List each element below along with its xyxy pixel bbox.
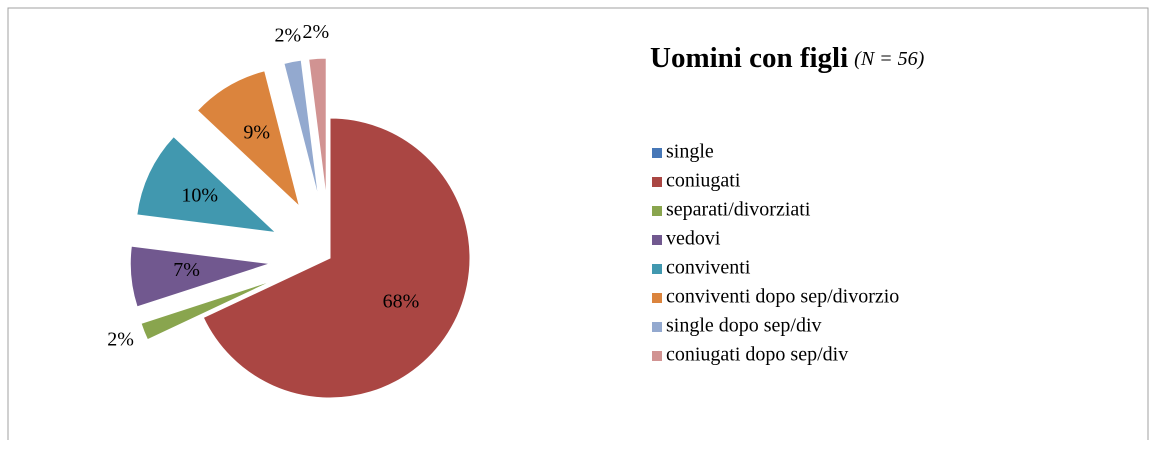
pie-slice (129, 245, 271, 308)
pie-slice (196, 70, 301, 208)
title: Uomini con figli (650, 42, 848, 74)
legend-label: conviventi (666, 257, 751, 279)
data-label: 2% (274, 24, 301, 46)
legend-label: coniugati (666, 170, 741, 192)
legend-swatch (652, 351, 662, 361)
data-label: 7% (173, 259, 200, 281)
legend-swatch (652, 293, 662, 303)
data-label: 9% (243, 122, 270, 144)
legend-label: vedovi (666, 228, 721, 250)
legend-swatch (652, 322, 662, 332)
subtitle: (N = 56) (854, 48, 924, 70)
chart-title: Uomini con figli (N = 56) (650, 42, 925, 74)
data-label: 2% (107, 328, 134, 350)
data-label: 2% (303, 21, 330, 43)
pie-slice (283, 59, 320, 200)
pie-slice (136, 135, 278, 234)
legend-swatch (652, 177, 662, 187)
legend-swatch (652, 264, 662, 274)
data-label: 10% (181, 184, 218, 206)
legend-label: single dopo sep/div (666, 315, 822, 337)
legend-swatch (652, 148, 662, 158)
legend-label: separati/divorziati (666, 199, 811, 221)
legend-label: coniugati dopo sep/div (666, 344, 848, 366)
legend-label: conviventi dopo sep/divorzio (666, 286, 899, 308)
legend-swatch (652, 206, 662, 216)
data-label: 68% (383, 291, 420, 313)
pie-slice (202, 117, 471, 399)
legend-label: single (666, 141, 714, 163)
legend-swatch (652, 235, 662, 245)
pie-slice (140, 279, 275, 341)
chart-frame (7, 7, 1149, 440)
pie-slice (308, 57, 327, 199)
